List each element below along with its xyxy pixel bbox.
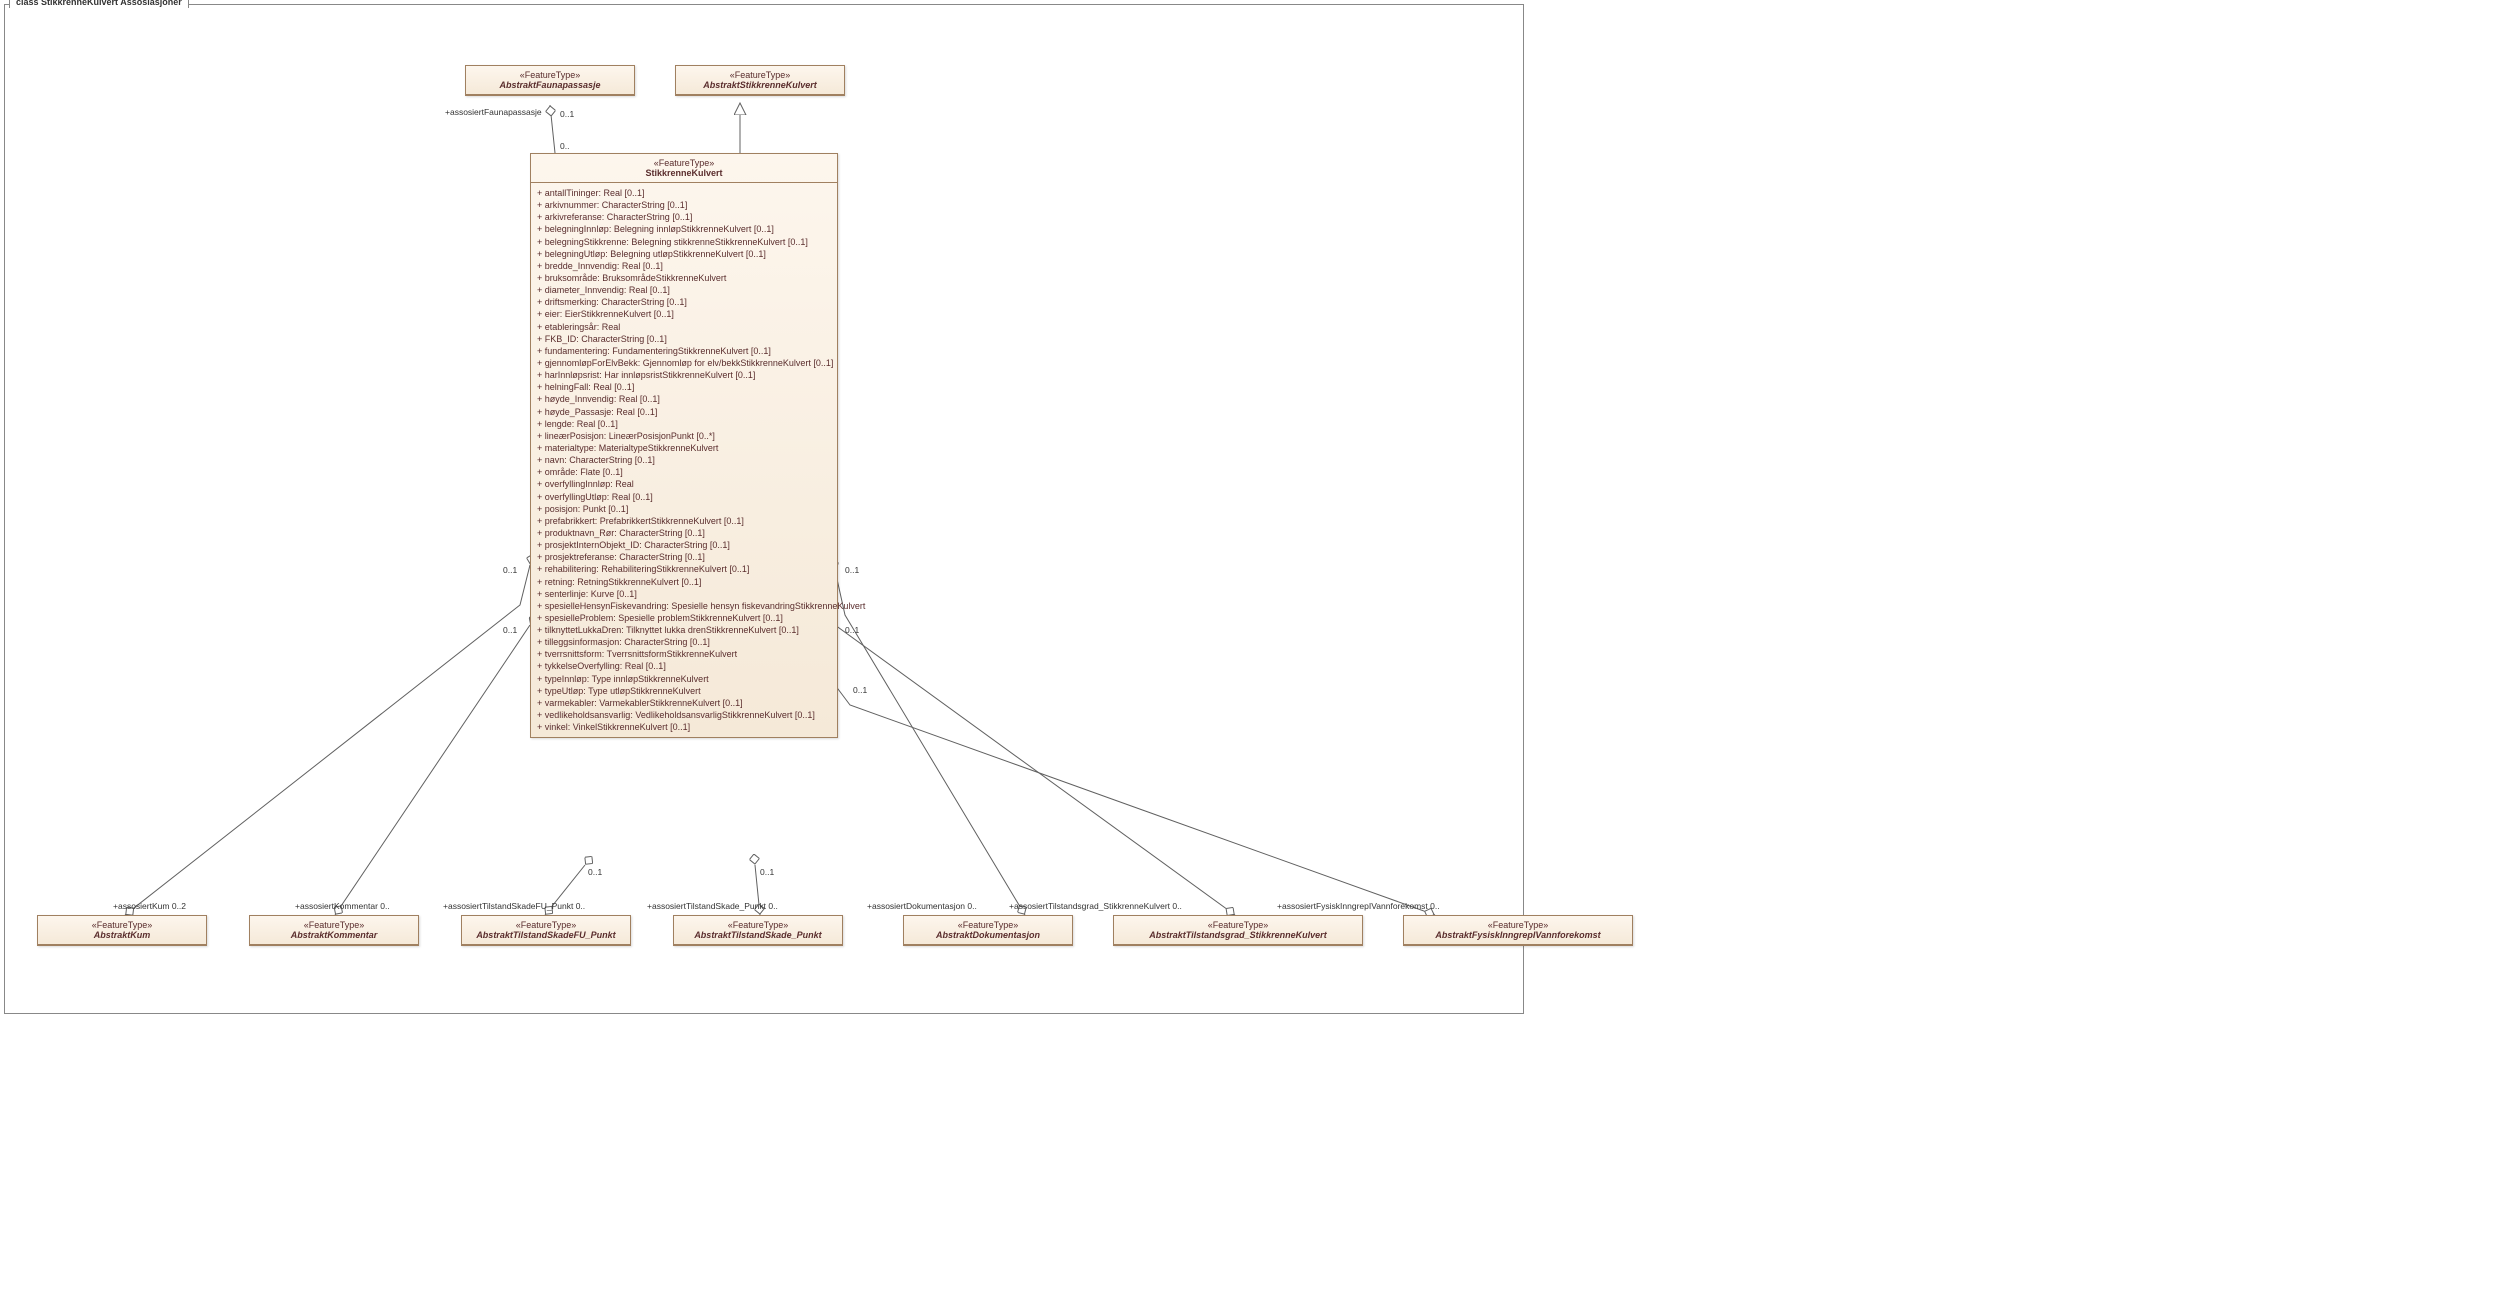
- attribute-row: tverrsnittsform: TverrsnittsformStikkren…: [537, 648, 831, 660]
- attribute-row: diameter_Innvendig: Real [0..1]: [537, 284, 831, 296]
- attribute-list: antallTininger: Real [0..1]arkivnummer: …: [531, 183, 837, 737]
- box-faunapassasje: «FeatureType» AbstraktFaunapassasje: [465, 65, 635, 96]
- attribute-row: arkivreferanse: CharacterString [0..1]: [537, 211, 831, 223]
- attribute-row: helningFall: Real [0..1]: [537, 381, 831, 393]
- assoc-kum-label: +assosiertKum 0..2: [113, 901, 186, 911]
- attribute-row: overfyllingInnløp: Real: [537, 478, 831, 490]
- attribute-row: vedlikeholdsansvarlig: Vedlikeholdsansva…: [537, 709, 831, 721]
- class-name: AbstraktTilstandsgrad_StikkrenneKulvert: [1120, 930, 1356, 940]
- mult-label: 0..1: [845, 565, 859, 575]
- assoc-tilstandsgrad-label: +assosiertTilstandsgrad_StikkrenneKulver…: [1009, 901, 1182, 911]
- box-fysisk-inngrep: «FeatureType» AbstraktFysiskInngrepIVann…: [1403, 915, 1633, 946]
- box-tilstandsgrad: «FeatureType» AbstraktTilstandsgrad_Stik…: [1113, 915, 1363, 946]
- mult-label: 0..: [560, 141, 569, 151]
- attribute-row: posisjon: Punkt [0..1]: [537, 503, 831, 515]
- class-name: AbstraktDokumentasjon: [910, 930, 1066, 940]
- attribute-row: FKB_ID: CharacterString [0..1]: [537, 333, 831, 345]
- attribute-row: eier: EierStikkrenneKulvert [0..1]: [537, 308, 831, 320]
- diagram-title-tab: class StikkrenneKulvert Assosiasjoner: [9, 0, 189, 8]
- attribute-row: typeInnløp: Type innløpStikkrenneKulvert: [537, 673, 831, 685]
- attribute-row: belegningStikkrenne: Belegning stikkrenn…: [537, 236, 831, 248]
- class-name: AbstraktTilstandSkadeFU_Punkt: [468, 930, 624, 940]
- diagram-canvas: class StikkrenneKulvert Assosiasjoner: [4, 4, 1524, 1014]
- mult-label: 0..1: [760, 867, 774, 877]
- attribute-row: materialtype: MaterialtypeStikkrenneKulv…: [537, 442, 831, 454]
- class-name: AbstraktKum: [44, 930, 200, 940]
- mult-label: 0..1: [503, 565, 517, 575]
- attribute-row: arkivnummer: CharacterString [0..1]: [537, 199, 831, 211]
- attribute-row: område: Flate [0..1]: [537, 466, 831, 478]
- attribute-row: senterlinje: Kurve [0..1]: [537, 588, 831, 600]
- stereotype-label: «FeatureType»: [1120, 920, 1356, 930]
- attribute-row: driftsmerking: CharacterString [0..1]: [537, 296, 831, 308]
- attribute-row: etableringsår: Real: [537, 321, 831, 333]
- attribute-row: varmekabler: VarmekablerStikkrenneKulver…: [537, 697, 831, 709]
- stereotype-label: «FeatureType»: [682, 70, 838, 80]
- stereotype-label: «FeatureType»: [256, 920, 412, 930]
- box-tilstand-skade: «FeatureType» AbstraktTilstandSkade_Punk…: [673, 915, 843, 946]
- stereotype-label: «FeatureType»: [44, 920, 200, 930]
- attribute-row: prosjektInternObjekt_ID: CharacterString…: [537, 539, 831, 551]
- attribute-row: navn: CharacterString [0..1]: [537, 454, 831, 466]
- attribute-row: lineærPosisjon: LineærPosisjonPunkt [0..…: [537, 430, 831, 442]
- mult-label: 0..1: [588, 867, 602, 877]
- attribute-row: tilknyttetLukkaDren: Tilknyttet lukka dr…: [537, 624, 831, 636]
- attribute-row: antallTininger: Real [0..1]: [537, 187, 831, 199]
- box-kum: «FeatureType» AbstraktKum: [37, 915, 207, 946]
- stereotype-label: «FeatureType»: [1410, 920, 1626, 930]
- mult-label: 0..1: [503, 625, 517, 635]
- attribute-row: bredde_Innvendig: Real [0..1]: [537, 260, 831, 272]
- mult-label: 0..1: [560, 109, 574, 119]
- attribute-row: vinkel: VinkelStikkrenneKulvert [0..1]: [537, 721, 831, 733]
- box-stikkrenne-kulvert: «FeatureType» StikkrenneKulvert antallTi…: [530, 153, 838, 738]
- assoc-tilstand-skade-label: +assosiertTilstandSkade_Punkt 0..: [647, 901, 778, 911]
- attribute-row: spesielleProblem: Spesielle problemStikk…: [537, 612, 831, 624]
- assoc-dokumentasjon-label: +assosiertDokumentasjon 0..: [867, 901, 977, 911]
- stereotype-label: «FeatureType»: [910, 920, 1066, 930]
- attribute-row: lengde: Real [0..1]: [537, 418, 831, 430]
- attribute-row: fundamentering: FundamenteringStikkrenne…: [537, 345, 831, 357]
- attribute-row: prefabrikkert: PrefabrikkertStikkrenneKu…: [537, 515, 831, 527]
- attribute-row: tilleggsinformasjon: CharacterString [0.…: [537, 636, 831, 648]
- box-dokumentasjon: «FeatureType» AbstraktDokumentasjon: [903, 915, 1073, 946]
- class-name: AbstraktTilstandSkade_Punkt: [680, 930, 836, 940]
- attribute-row: tykkelseOverfylling: Real [0..1]: [537, 660, 831, 672]
- attribute-row: høyde_Innvendig: Real [0..1]: [537, 393, 831, 405]
- box-abstrakt-stikkrenne: «FeatureType» AbstraktStikkrenneKulvert: [675, 65, 845, 96]
- mult-label: 0..1: [845, 625, 859, 635]
- attribute-row: høyde_Passasje: Real [0..1]: [537, 406, 831, 418]
- attribute-row: typeUtløp: Type utløpStikkrenneKulvert: [537, 685, 831, 697]
- stereotype-label: «FeatureType»: [472, 70, 628, 80]
- class-name: AbstraktKommentar: [256, 930, 412, 940]
- attribute-row: retning: RetningStikkrenneKulvert [0..1]: [537, 576, 831, 588]
- attribute-row: gjennomløpForElvBekk: Gjennomløp for elv…: [537, 357, 831, 369]
- stereotype-label: «FeatureType»: [680, 920, 836, 930]
- attribute-row: produktnavn_Rør: CharacterString [0..1]: [537, 527, 831, 539]
- attribute-row: harInnløpsrist: Har innløpsristStikkrenn…: [537, 369, 831, 381]
- mult-label: 0..1: [853, 685, 867, 695]
- diagram-title: class StikkrenneKulvert Assosiasjoner: [16, 0, 182, 7]
- box-kommentar: «FeatureType» AbstraktKommentar: [249, 915, 419, 946]
- class-name: StikkrenneKulvert: [537, 168, 831, 178]
- attribute-row: rehabilitering: RehabiliteringStikkrenne…: [537, 563, 831, 575]
- assoc-fysisk-inngrep-label: +assosiertFysiskInngrepIVannforekomst 0.…: [1277, 901, 1440, 911]
- assoc-faunapassasje-label: +assosiertFaunapassasje: [445, 107, 542, 117]
- attribute-row: overfyllingUtløp: Real [0..1]: [537, 491, 831, 503]
- attribute-row: prosjektreferanse: CharacterString [0..1…: [537, 551, 831, 563]
- attribute-row: belegningUtløp: Belegning utløpStikkrenn…: [537, 248, 831, 260]
- class-name: AbstraktStikkrenneKulvert: [682, 80, 838, 90]
- box-tilstand-skade-fu: «FeatureType» AbstraktTilstandSkadeFU_Pu…: [461, 915, 631, 946]
- attribute-row: belegningInnløp: Belegning innløpStikkre…: [537, 223, 831, 235]
- assoc-kommentar-label: +assosiertKommentar 0..: [295, 901, 390, 911]
- class-name: AbstraktFysiskInngrepIVannforekomst: [1410, 930, 1626, 940]
- attribute-row: bruksområde: BruksområdeStikkrenneKulver…: [537, 272, 831, 284]
- stereotype-label: «FeatureType»: [468, 920, 624, 930]
- class-name: AbstraktFaunapassasje: [472, 80, 628, 90]
- assoc-tilstand-skade-fu-label: +assosiertTilstandSkadeFU_Punkt 0..: [443, 901, 585, 911]
- attribute-row: spesielleHensynFiskevandring: Spesielle …: [537, 600, 831, 612]
- stereotype-label: «FeatureType»: [537, 158, 831, 168]
